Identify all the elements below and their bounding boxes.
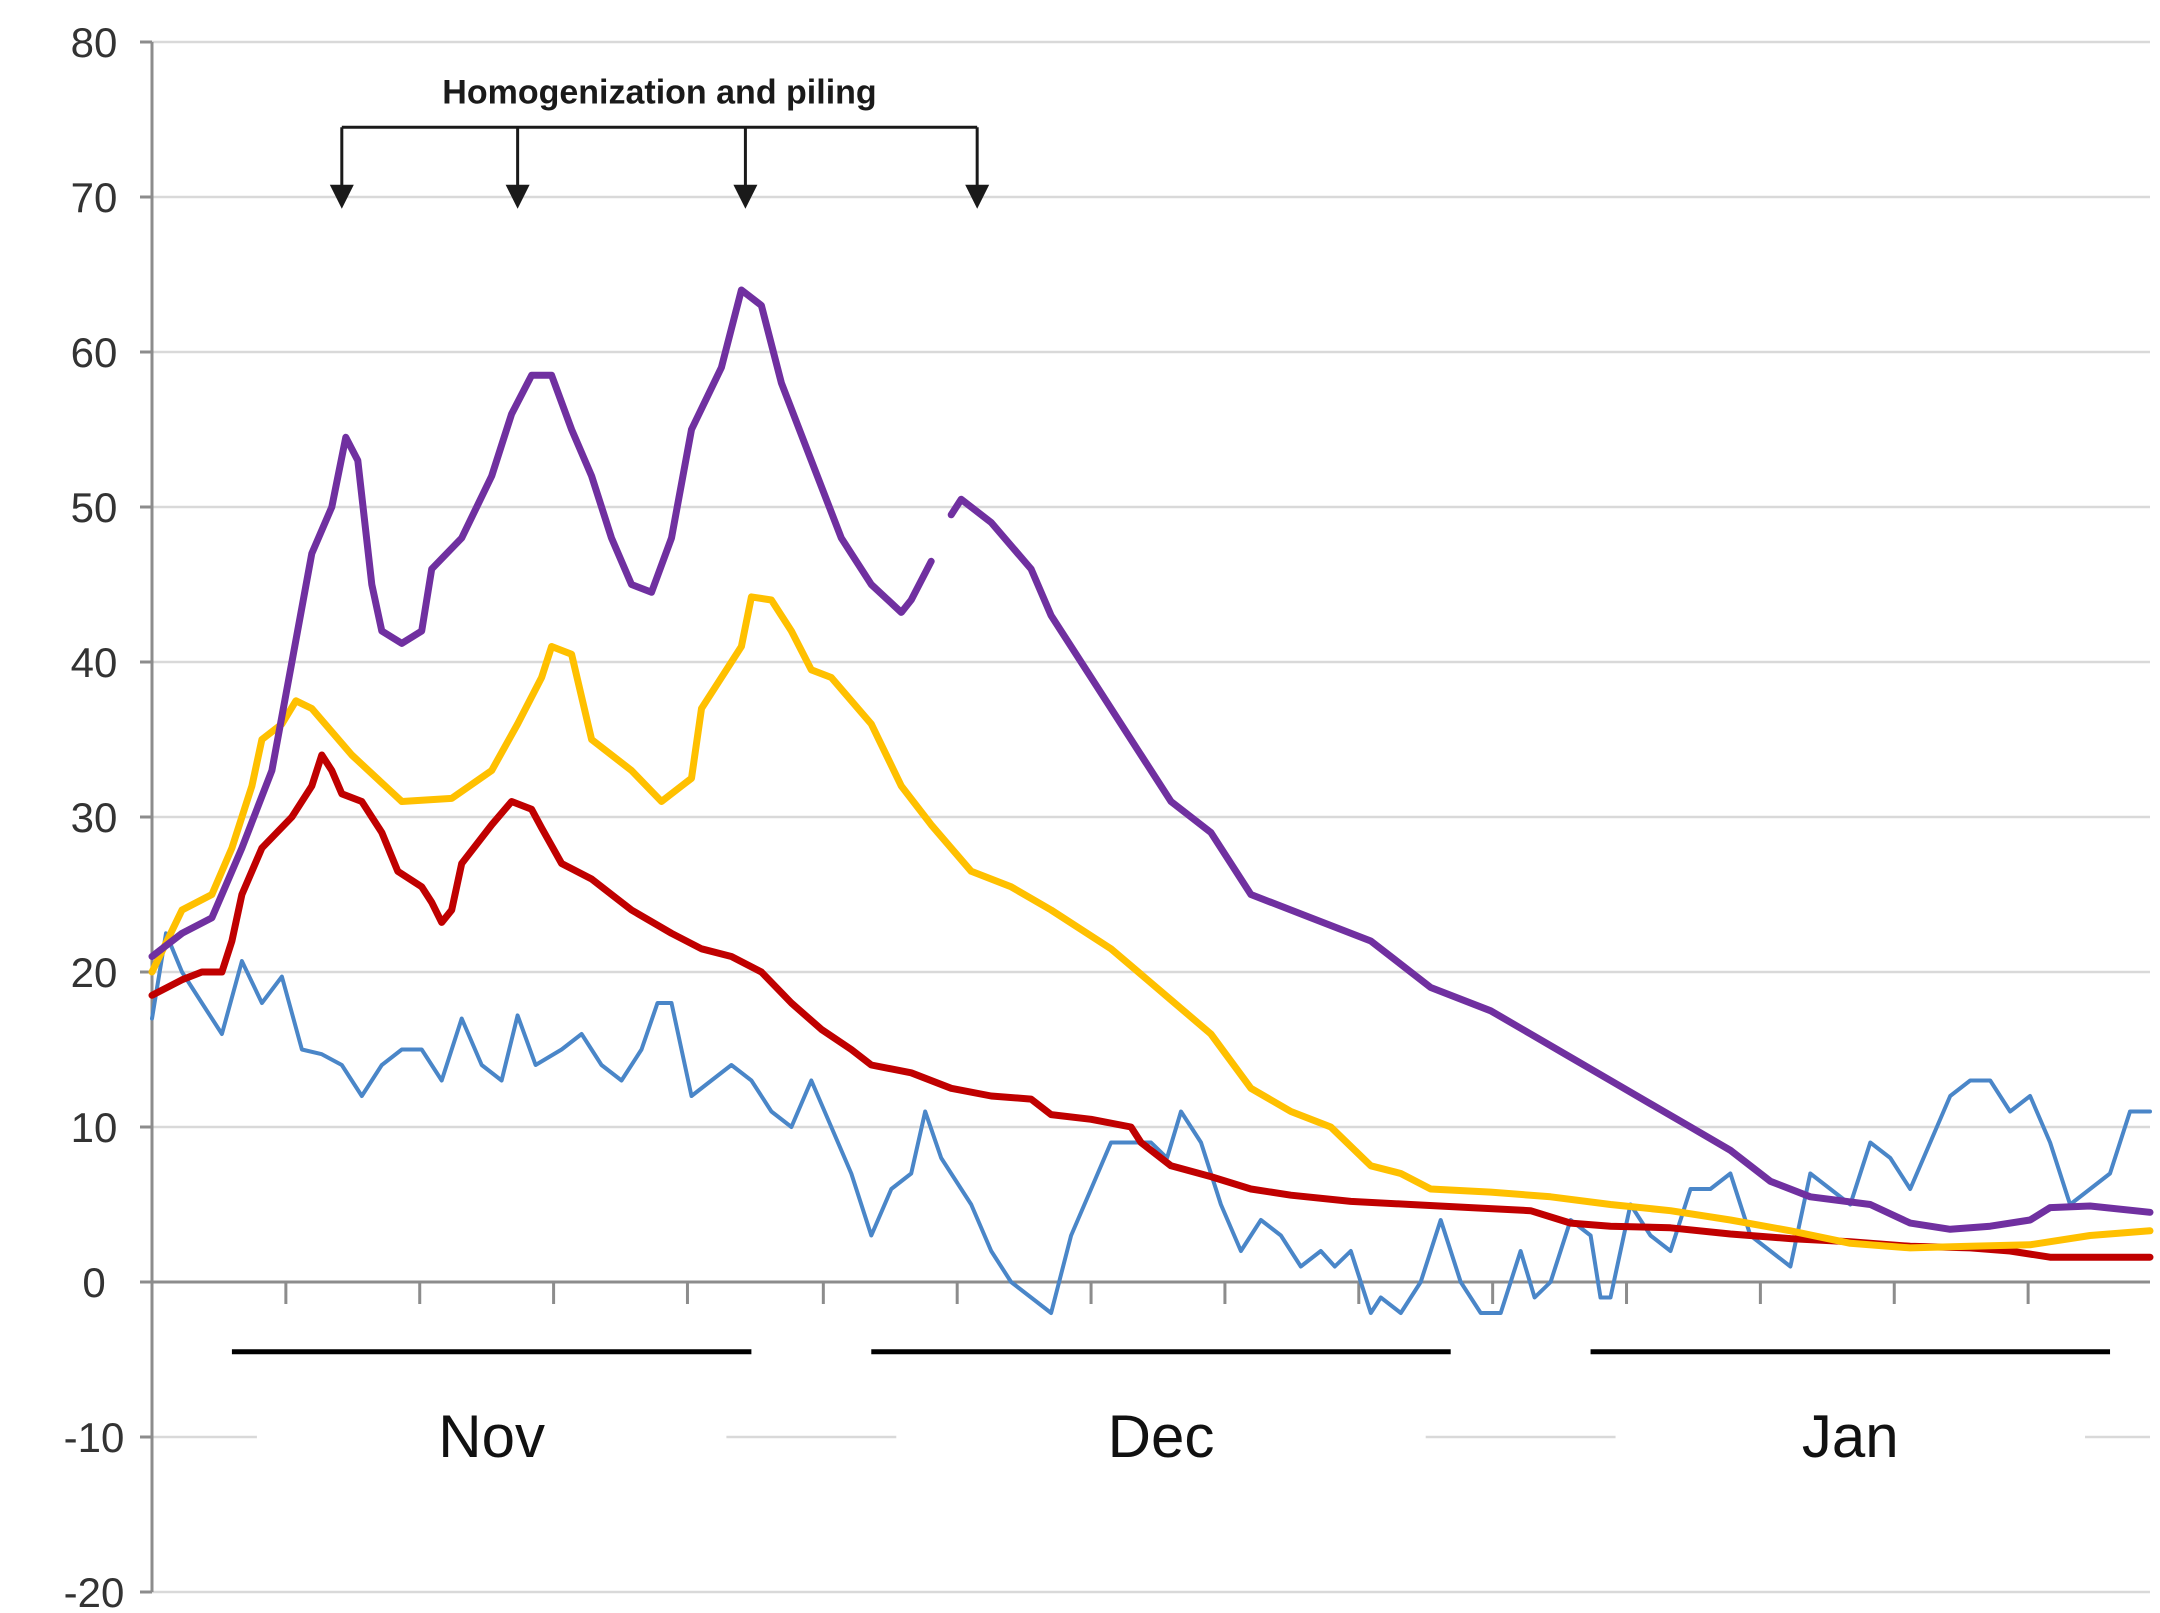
annotation-arrow-head [505, 184, 530, 209]
month-label: Nov [438, 1403, 545, 1470]
y-tick-label: 0 [82, 1259, 105, 1306]
annotation-arrow-head [329, 184, 354, 209]
series-line-red [148, 751, 2154, 1261]
series-lines [148, 286, 2154, 1315]
month-label-backdrop [1615, 1431, 2086, 1443]
month-labels: Nov Dec Jan [438, 1403, 1898, 1470]
annotation-bracket: Homogenization and piling [329, 73, 990, 209]
y-tick-label: -10 [64, 1414, 125, 1461]
series-line-purple [947, 495, 2154, 1233]
annotation-arrow-head [733, 184, 758, 209]
y-axis-ticks: -20 -10 0 10 20 30 40 50 60 70 80 [64, 19, 152, 1613]
month-bars [231, 1349, 2111, 1443]
annotation-arrow-head [965, 184, 990, 209]
y-tick-label: 80 [71, 19, 118, 66]
y-tick-label: 10 [71, 1104, 118, 1151]
y-tick-label: 20 [71, 949, 118, 996]
series-line-blue [150, 931, 2152, 1315]
y-tick-label: -20 [64, 1569, 125, 1613]
x-axis-ticks [284, 1282, 2030, 1304]
y-tick-label: 60 [71, 329, 118, 376]
gridlines [152, 40, 2150, 1594]
y-tick-label: 30 [71, 794, 118, 841]
series-line-orange [148, 593, 2154, 1252]
y-tick-label: 50 [71, 484, 118, 531]
month-label: Jan [1802, 1403, 1899, 1470]
month-label: Dec [1108, 1403, 1215, 1470]
series-line-purple [148, 286, 935, 960]
month-label-backdrop [896, 1431, 1426, 1443]
y-tick-label: 40 [71, 639, 118, 686]
y-tick-label: 70 [71, 174, 118, 221]
month-label-backdrop [256, 1431, 727, 1443]
annotation-text: Homogenization and piling [442, 73, 876, 111]
